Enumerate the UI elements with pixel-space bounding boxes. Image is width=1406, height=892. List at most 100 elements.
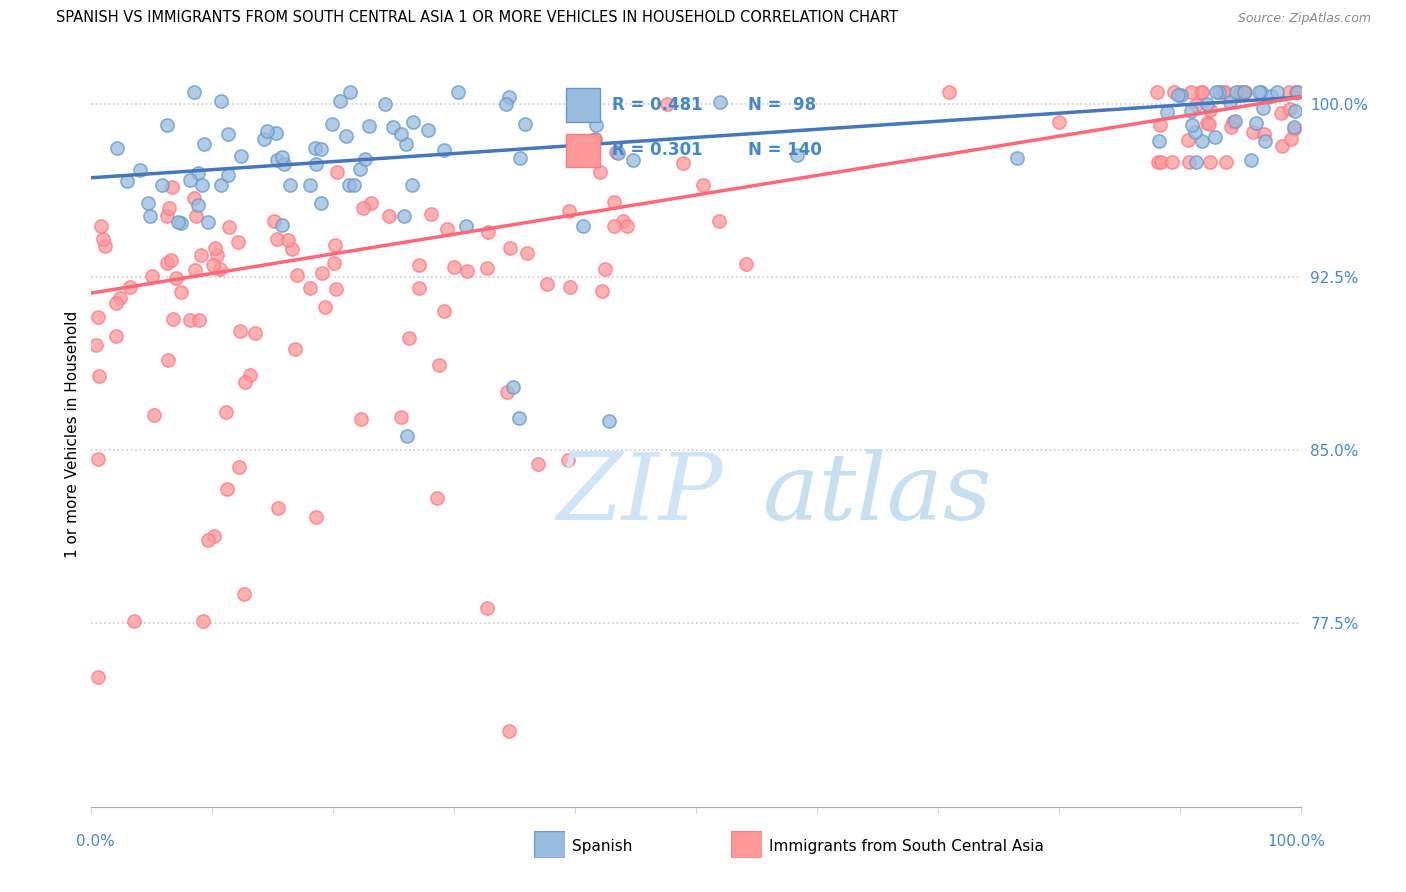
Point	[1223, 114, 1246, 128]
Point	[104, 296, 127, 310]
Point	[456, 264, 478, 278]
Point	[382, 120, 405, 134]
Point	[1286, 86, 1309, 100]
Point	[1277, 86, 1299, 100]
Point	[124, 614, 146, 628]
Point	[156, 118, 179, 132]
Point	[179, 313, 201, 327]
Point	[309, 196, 332, 211]
Point	[197, 533, 219, 548]
Point	[323, 256, 346, 270]
Point	[605, 145, 627, 159]
Point	[602, 219, 624, 234]
Point	[190, 248, 212, 262]
Point	[1234, 86, 1257, 100]
Point	[205, 248, 228, 262]
Point	[287, 268, 309, 282]
Point	[1181, 119, 1204, 133]
Point	[354, 152, 377, 166]
Point	[305, 156, 328, 170]
Point	[427, 358, 450, 372]
Point	[509, 151, 531, 165]
Point	[502, 380, 524, 394]
Point	[515, 117, 537, 131]
Point	[115, 174, 138, 188]
Point	[1225, 86, 1247, 100]
Point	[228, 324, 250, 338]
Point	[499, 242, 522, 256]
Point	[118, 280, 141, 294]
Point	[136, 195, 159, 210]
Point	[1180, 103, 1202, 118]
Point	[239, 368, 262, 382]
Point	[1279, 132, 1302, 146]
Point	[191, 614, 214, 628]
Point	[475, 260, 498, 275]
Point	[343, 178, 366, 192]
Point	[616, 219, 638, 233]
Text: Immigrants from South Central Asia: Immigrants from South Central Asia	[769, 839, 1045, 854]
Point	[1198, 117, 1220, 131]
Point	[1249, 86, 1271, 100]
Point	[583, 132, 606, 146]
Point	[190, 178, 212, 192]
Point	[139, 210, 162, 224]
Point	[477, 226, 499, 240]
Point	[1197, 116, 1219, 130]
Text: 100.0%: 100.0%	[1267, 834, 1326, 848]
Point	[337, 178, 360, 192]
Point	[1208, 86, 1230, 100]
Point	[1220, 120, 1243, 135]
Point	[395, 136, 418, 151]
Point	[335, 129, 357, 144]
Point	[1229, 86, 1251, 100]
Point	[108, 291, 131, 305]
Point	[232, 587, 254, 601]
Point	[233, 376, 256, 390]
Point	[426, 491, 449, 506]
Point	[204, 241, 226, 255]
Point	[1184, 125, 1206, 139]
Point	[709, 214, 731, 228]
Point	[160, 252, 183, 267]
Point	[266, 153, 288, 167]
Point	[1233, 86, 1256, 100]
Point	[454, 219, 477, 233]
Point	[401, 178, 423, 192]
Point	[256, 124, 278, 138]
Point	[228, 235, 250, 249]
Point	[87, 669, 110, 683]
Point	[1240, 153, 1263, 168]
Point	[1199, 154, 1222, 169]
Point	[536, 277, 558, 291]
Point	[498, 90, 520, 104]
Point	[1147, 134, 1170, 148]
Point	[90, 219, 112, 233]
Point	[557, 204, 579, 219]
Point	[1205, 86, 1227, 100]
Point	[329, 95, 352, 109]
Point	[84, 338, 107, 352]
Point	[495, 385, 517, 400]
Point	[402, 115, 425, 129]
Point	[150, 178, 173, 192]
Point	[477, 600, 499, 615]
Point	[357, 120, 380, 134]
Point	[1282, 120, 1305, 135]
Y-axis label: 1 or more Vehicles in Household: 1 or more Vehicles in Household	[65, 311, 80, 558]
Point	[143, 408, 166, 422]
Point	[1005, 151, 1028, 165]
Point	[1246, 116, 1268, 130]
Point	[166, 271, 188, 285]
Point	[1253, 127, 1275, 141]
Point	[217, 482, 239, 496]
Point	[1219, 95, 1241, 110]
Point	[202, 259, 225, 273]
Point	[1146, 154, 1168, 169]
Point	[558, 280, 581, 294]
Point	[215, 404, 238, 418]
Point	[498, 724, 520, 739]
Point	[1149, 118, 1171, 132]
Text: 0.0%: 0.0%	[76, 834, 115, 848]
Point	[160, 179, 183, 194]
